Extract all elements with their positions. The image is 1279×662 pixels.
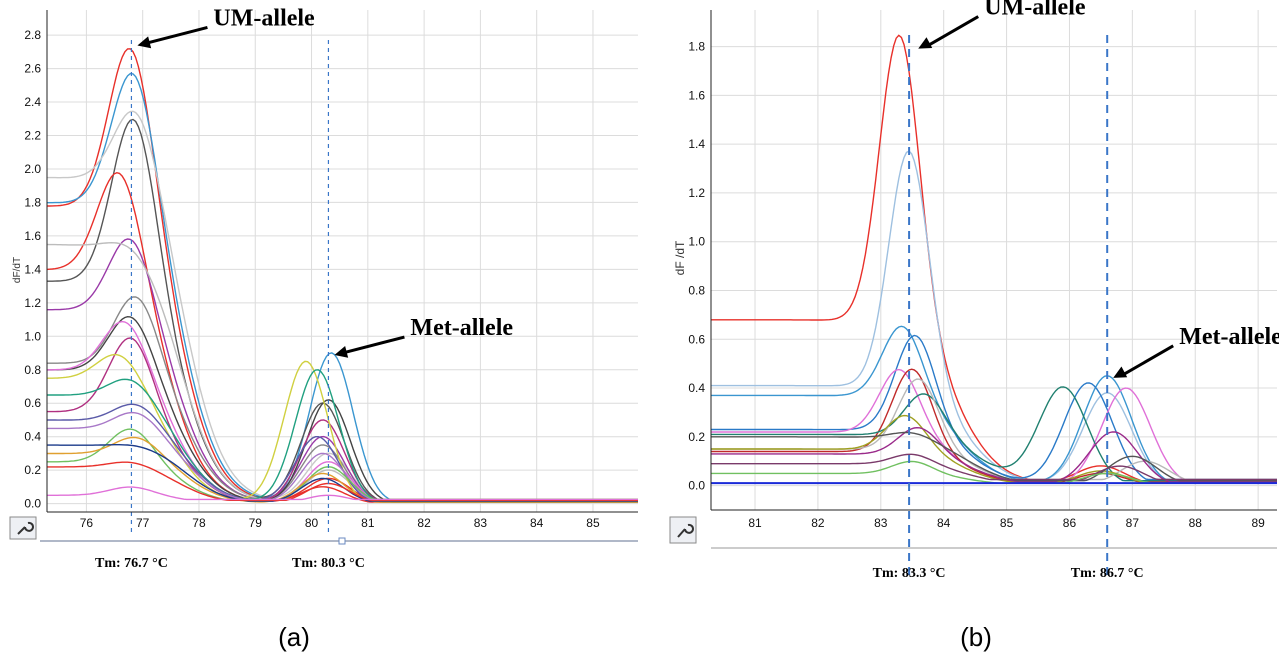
panel-a-scroll-handle[interactable]	[338, 537, 346, 545]
y-tick-label: 1.0	[24, 329, 41, 343]
x-tick-label: 83	[874, 516, 888, 530]
x-tick-label: 86	[1063, 516, 1077, 530]
x-tick-label: 88	[1189, 516, 1203, 530]
y-tick-label: 1.0	[688, 235, 705, 249]
annotation-label: Met-allele	[410, 315, 513, 341]
series-line	[47, 486, 638, 501]
annotation-label: UM-allele	[213, 5, 315, 31]
arrowhead-icon	[1113, 366, 1128, 378]
y-tick-label: 1.6	[688, 88, 705, 102]
x-tick-label: 80	[305, 516, 319, 530]
arrow-icon	[925, 15, 979, 48]
y-tick-label: 0.8	[24, 363, 41, 377]
x-tick-label: 82	[417, 516, 431, 530]
panel-b-x-ticks: 81 82 83 84 85 86 87 88 89	[748, 516, 1265, 530]
y-tick-label: 1.8	[24, 195, 41, 209]
y-tick-label: 1.4	[688, 137, 705, 151]
panel-a-tm-labels: Tm: 76.7 °C Tm: 80.3 °C	[95, 556, 365, 571]
x-tick-label: 82	[811, 516, 825, 530]
panel-b-plot-frame	[711, 10, 1277, 510]
y-tick-label: 2.4	[24, 95, 41, 109]
x-tick-label: 87	[1126, 516, 1140, 530]
y-tick-label: 2.8	[24, 28, 41, 42]
panel-b: 0.00.20.40.60.81.01.21.41.61.8 81 82 83 84 8…	[669, 0, 1279, 581]
y-tick-label: 0.2	[24, 463, 41, 477]
y-tick-label: 2.0	[24, 162, 41, 176]
y-tick-label: 0.0	[688, 479, 705, 493]
arrowhead-icon	[334, 345, 349, 358]
y-tick-label: 1.6	[24, 229, 41, 243]
y-tick-label: 0.8	[688, 283, 705, 297]
annotation-label: Met-allele	[1179, 324, 1279, 350]
panel-a-x-ticks: 76 77 78 79 80 81 82 83 84 85	[80, 516, 600, 530]
x-tick-label: 76	[80, 516, 94, 530]
panel-b-caption: (b)	[960, 622, 992, 652]
x-tick-label: 84	[937, 516, 951, 530]
x-tick-label: 85	[586, 516, 600, 530]
y-tick-label: 0.6	[688, 332, 705, 346]
panel-a-caption: (a)	[278, 622, 310, 652]
panel-a-tm-lines	[130, 40, 330, 532]
series-line	[47, 436, 638, 503]
y-tick-label: 0.2	[688, 430, 705, 444]
y-tick-label: 1.2	[688, 186, 705, 200]
panel-b-y-axis-label: dF /dT	[673, 240, 687, 275]
series-line	[711, 426, 1277, 483]
x-tick-label: 83	[474, 516, 488, 530]
tm-label: Tm: 76.7 °C	[95, 556, 168, 571]
panel-a-y-ticks: 0.0 0.2 0.4 0.6 0.8 1.0 1.2 1.4 1.6 1.8 2.0 2.2 2.4 2…	[24, 28, 41, 511]
panel-a: 0.0 0.2 0.4 0.6 0.8 1.0 1.2 1.4 1.6 1.8 2.0 2.2 2.4 2…	[9, 5, 638, 571]
panel-a-series-group	[46, 48, 638, 503]
arrow-icon	[342, 335, 405, 355]
y-tick-label: 1.2	[24, 296, 41, 310]
arrowhead-icon	[918, 37, 933, 49]
panel-b-annotations: UM-allele Met-allele	[918, 0, 1279, 378]
x-tick-label: 89	[1251, 516, 1265, 530]
tm-label: Tm: 80.3 °C	[292, 556, 365, 571]
x-tick-label: 77	[136, 516, 150, 530]
panel-b-y-ticks: 0.0 0.2 0.4 0.6 0.8 1.0 1.2 1.4 1.6 1.8	[688, 40, 705, 493]
y-tick-label: 2.2	[24, 129, 41, 143]
series-line	[711, 431, 1277, 482]
y-tick-label: 0.4	[24, 430, 41, 444]
y-tick-label: 1.4	[24, 262, 41, 276]
wrench-icon[interactable]	[669, 516, 697, 544]
panel-a-y-axis-label: dF/dT	[12, 257, 23, 283]
annotation-label: UM-allele	[984, 0, 1086, 21]
x-tick-label: 81	[748, 516, 762, 530]
wrench-icon[interactable]	[9, 516, 37, 540]
x-tick-label: 84	[530, 516, 544, 530]
tm-label: Tm: 83.3 °C	[873, 566, 946, 581]
y-tick-label: 0.0	[24, 497, 41, 511]
panel-b-tm-lines	[908, 35, 1109, 578]
x-tick-label: 78	[192, 516, 206, 530]
panel-b-tm-labels: Tm: 83.3 °C Tm: 86.7 °C	[873, 566, 1144, 581]
y-tick-label: 1.8	[688, 40, 705, 54]
arrowhead-icon	[137, 36, 152, 49]
x-tick-label: 79	[249, 516, 263, 530]
x-tick-label: 85	[1000, 516, 1014, 530]
arrow-icon	[1120, 344, 1174, 378]
x-tick-label: 81	[361, 516, 375, 530]
panel-b-series-group	[711, 34, 1277, 485]
panel-a-annotations: UM-allele Met-allele	[137, 5, 513, 358]
y-tick-label: 2.6	[24, 62, 41, 76]
y-tick-label: 0.4	[688, 381, 705, 395]
y-tick-label: 0.6	[24, 396, 41, 410]
series-line	[47, 461, 638, 501]
series-line	[711, 453, 1277, 481]
tm-label: Tm: 86.7 °C	[1071, 566, 1144, 581]
arrow-icon	[145, 26, 208, 45]
